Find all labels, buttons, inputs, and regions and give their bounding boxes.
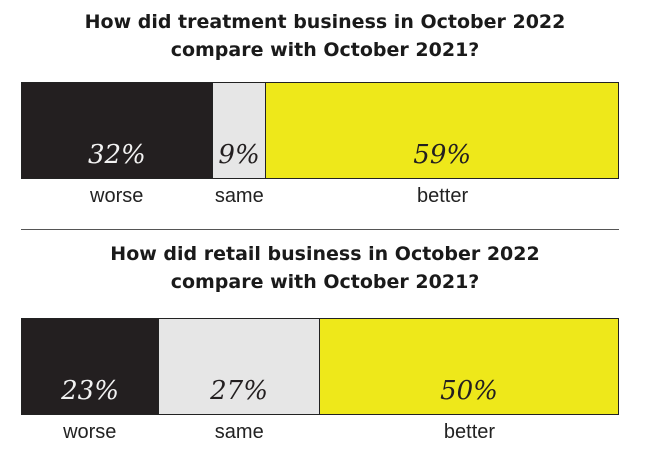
bar-segment-better: 59% [266,83,618,178]
stacked-bar-retail: 23% 27% 50% [21,318,619,415]
chart-title-retail: How did retail business in October 2022 … [0,240,650,296]
data-label-better: 59% [413,140,472,170]
category-label-same: same [214,185,264,207]
data-label-same: 27% [210,376,268,406]
segment-labels-treatment: worse same better [21,184,619,210]
chart-title-line-1: How did retail business in October 2022 [110,243,540,265]
chart-title-line-1: How did treatment business in October 20… [84,11,566,33]
section-divider [21,229,619,230]
bar-segment-worse: 23% [22,319,160,414]
chart-title-line-2: compare with October 2021? [170,271,480,293]
data-label-worse: 23% [61,376,119,406]
category-label-better: better [443,421,496,443]
chart-title-treatment: How did treatment business in October 20… [0,8,650,64]
stacked-bar-treatment: 32% 9% 59% [21,82,619,179]
category-label-worse: worse [90,185,144,207]
bar-segment-better: 50% [320,319,618,414]
bar-segment-same: 27% [159,319,320,414]
data-label-worse: 32% [87,140,146,170]
bar-segment-same: 9% [212,83,267,178]
category-label-same: same [214,421,264,443]
segment-labels-retail: worse same better [21,420,619,446]
category-label-better: better [417,185,469,207]
chart-title-line-2: compare with October 2021? [170,39,480,61]
category-label-worse: worse [63,421,117,443]
data-label-same: 9% [218,140,260,170]
bar-segment-worse: 32% [22,83,213,178]
data-label-better: 50% [440,376,498,406]
